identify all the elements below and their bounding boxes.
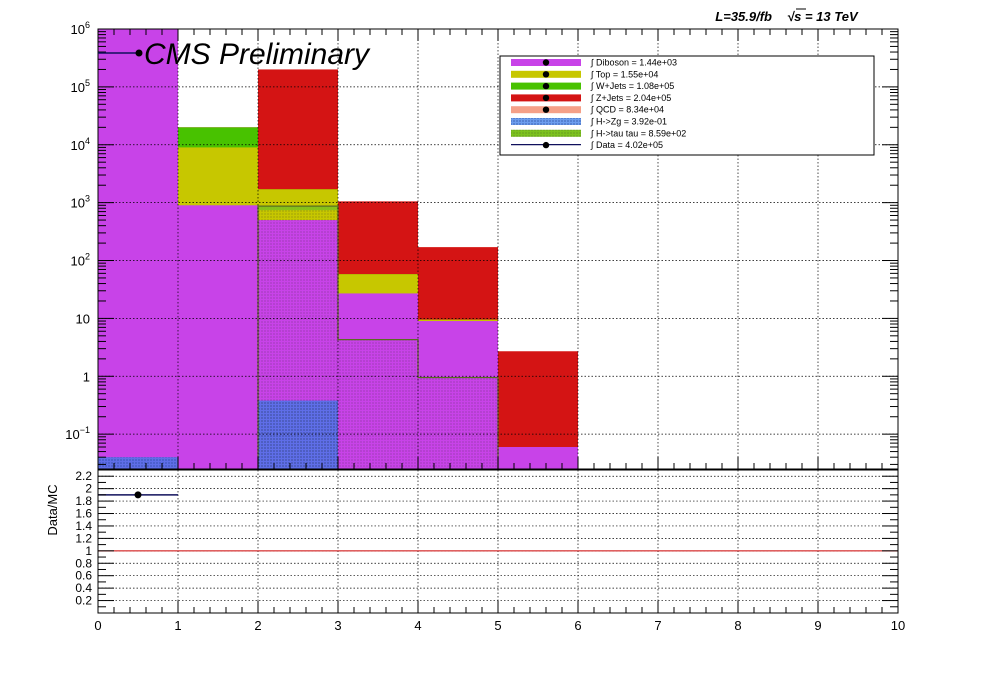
legend-h-zg-swatch [511,118,581,125]
signal-overlays [98,205,499,470]
legend-entries: ∫ Diboson = 1.44e+03∫ Top = 1.55e+04 ∫ W+… [511,58,686,150]
ratio-y-tick-label-1: 0.4 [75,581,92,595]
x-tick-label-5: 5 [494,618,501,633]
overlay-h-tau-tau-bin-2 [258,206,338,470]
ratio-y-tick-label-10: 2.2 [75,469,92,483]
legend-z-jets-label: ∫ Z+Jets = 2.04e+05 [590,93,671,103]
main-grid [98,29,898,469]
legend-data-marker [542,141,550,149]
x-tick-label-3: 3 [334,618,341,633]
main-y-tick-label-6: 1 [83,369,90,384]
x-tick-label-0: 0 [94,618,101,633]
legend-diboson-label: ∫ Diboson = 1.44e+03 [590,58,677,68]
x-tick-label-9: 9 [814,618,821,633]
ratio-y-tick-label-7: 1.6 [75,507,92,521]
main-y-ticks [97,29,899,469]
legend-z-jets-marker [542,94,550,102]
bar-diboson-bin-1 [178,205,258,469]
ratio-y-tick-label-5: 1.2 [75,531,92,545]
x-tick-label-7: 7 [654,618,661,633]
ratio-y-tick-labels: 0.20.40.60.811.21.41.61.822.2 [75,469,92,607]
cms-label-group: CMS Preliminary [98,38,371,71]
legend-top-marker [542,71,550,78]
ratio-points [98,491,178,499]
overlay-h-tau-tau-bin-3 [338,339,418,469]
ratio-ticks [97,475,899,613]
x-tick-label-2: 2 [254,618,261,633]
main-y-tick-label-7: 10−1 [65,425,90,442]
ratio-y-tick-label-9: 2 [85,482,92,496]
main-y-tick-label-5: 10 [76,311,90,326]
legend-h-tau-tau-swatch-hatch [511,129,581,137]
ratio-y-tick-label-6: 1.4 [75,519,92,533]
main-y-tick-label-1: 105 [71,78,90,95]
ratio-y-tick-label-3: 0.8 [75,556,92,570]
legend-h-zg-label: ∫ H->Zg = 3.92e-01 [590,117,667,127]
ratio-y-tick-label-4: 1 [85,544,92,558]
legend: ∫ Diboson = 1.44e+03∫ Top = 1.55e+04 ∫ W+… [499,55,875,156]
ratio-grid [98,470,898,613]
legend-w-jets-label: ∫ W+Jets = 1.08e+05 [590,81,674,91]
luminosity-label: L=35.9/fb [715,9,772,24]
bar-diboson-bin-0 [98,29,178,469]
cms-label-marker [135,49,143,57]
overlay-h-tau-tau-outline [257,205,499,469]
overlay-h-tau-tau-cap-bin-2 [258,206,338,211]
legend-top-label: ∫ Top = 1.55e+04 [590,69,658,79]
main-y-tick-label-2: 104 [71,136,90,153]
ratio-y-tick-label-2: 0.6 [75,569,92,583]
legend-qcd-label: ∫ QCD = 8.34e+04 [590,105,664,115]
overlay-h-tau-tau-bin-4 [418,377,498,469]
bar-diboson-bin-5 [498,446,578,469]
legend-w-jets-marker [542,82,550,90]
cms-preliminary-label: CMS Preliminary [144,38,371,71]
legend-data-label: ∫ Data = 4.02e+05 [590,140,663,150]
main-y-tick-label-3: 103 [71,194,90,211]
x-tick-label-8: 8 [734,618,741,633]
energy-label: √s = 13 TeV [787,9,859,24]
legend-qcd-marker [542,106,550,113]
x-tick-label-1: 1 [174,618,181,633]
main-y-tick-label-4: 102 [71,252,90,269]
ratio-y-tick-label-8: 1.8 [75,494,92,508]
x-tick-label-10: 10 [891,618,905,633]
main-y-tick-label-0: 106 [71,20,90,37]
x-tick-label-4: 4 [414,618,421,633]
ratio-y-tick-label-0: 0.2 [75,594,92,608]
ratio-point-0 [134,491,142,499]
ratio-y-axis-label: Data/MC [45,484,60,535]
header-labels: L=35.9/fb √s = 13 TeV [715,8,859,24]
overlay-h-zg-bin-0 [98,457,178,469]
ratio-x-tick-labels: 0 1 2 3 4 5 6 7 8 9 10 [94,618,905,633]
legend-diboson-marker [542,59,550,66]
x-tick-label-6: 6 [574,618,581,633]
legend-h-tau-tau-label: ∫ H->tau tau = 8.59e+02 [590,128,686,138]
